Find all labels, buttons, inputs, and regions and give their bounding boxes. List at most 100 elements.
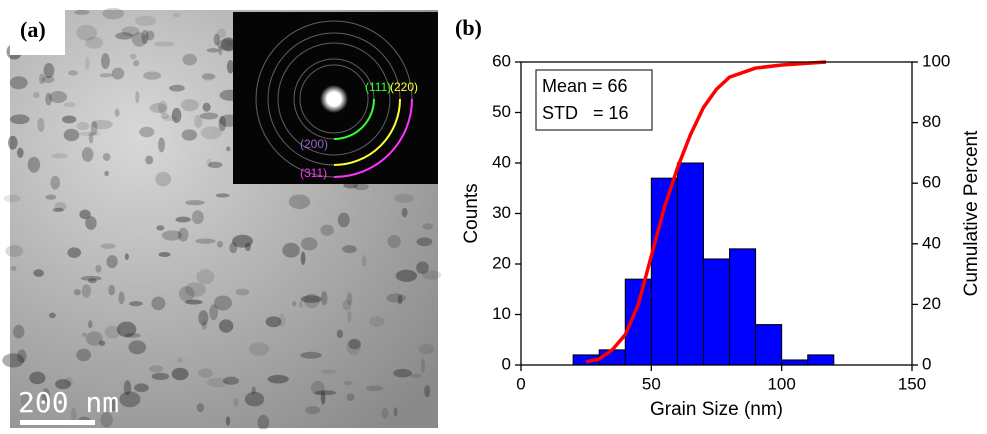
grain [418,343,434,355]
grain [218,45,223,56]
x-tick-label: 100 [767,374,795,393]
grain [244,391,265,407]
grain [171,107,182,123]
grain [88,132,94,144]
grain [200,112,219,120]
grain [346,393,355,402]
grain [104,325,121,339]
grain [160,112,169,119]
grain [225,146,231,152]
grain [213,295,233,311]
grain [158,137,165,153]
grain [88,320,93,329]
grain [202,102,211,112]
grain [310,381,325,396]
grain [397,294,403,305]
grain [288,194,311,210]
grain [216,28,226,39]
grain [50,175,61,190]
grain [185,199,205,206]
grain [320,369,337,374]
grain [100,243,116,249]
grain [63,128,80,142]
grain [45,194,57,200]
grain [305,406,321,415]
grain [422,223,434,230]
grain [73,289,81,296]
tem-image: (a) (111) (220) (200) (311) 200 nm [2,7,442,431]
grain [218,319,234,333]
grain [52,207,64,212]
grain [300,251,306,266]
grain [9,76,28,90]
grain [61,115,77,124]
grain [244,242,252,252]
label-box [10,10,65,55]
grain [267,374,289,384]
grain [48,312,56,319]
annotation: STD = 16 [542,103,629,123]
y2-tick-label: 60 [922,173,941,192]
grain [154,41,175,47]
grain [178,286,195,302]
grain [206,48,220,53]
ring-label: (220) [390,80,418,94]
annotation: Mean = 66 [542,76,628,96]
grain [124,332,141,338]
grain [172,12,181,18]
grain [343,380,353,386]
grain [128,340,147,355]
grain [220,37,236,52]
grain [2,353,25,368]
y2-tick-label: 0 [922,354,931,373]
grain [348,338,361,350]
grain [191,210,204,225]
grain [88,277,97,284]
grain [215,193,230,198]
histogram-chart: 0 50 100 1500102030405060020406080100Grain … [461,51,982,420]
grain [292,300,297,307]
grain [100,412,113,428]
grain [226,59,235,74]
scale-bar [20,420,95,425]
grain [41,76,55,84]
y-tick-label: 10 [492,304,511,323]
bar [781,359,809,366]
grain [114,108,120,118]
y2-tick-label: 40 [922,233,941,252]
grain [68,70,78,76]
grain [13,324,25,339]
grain [184,299,203,305]
cumulative-curve [585,60,827,364]
grain [39,73,45,85]
panel-label: (b) [455,15,482,40]
grain [151,296,166,311]
grain [387,234,401,249]
grain [169,84,185,92]
grain [133,60,140,67]
grain [90,120,98,136]
grain [3,194,21,203]
grain [222,376,240,385]
grain [102,152,111,161]
grain [300,237,318,251]
grain [314,390,337,396]
grain [177,357,183,363]
grain [143,71,162,80]
grain [81,147,94,162]
grain [393,407,398,417]
y-tick-label: 30 [492,203,511,222]
grain [232,234,253,248]
grain [67,247,82,258]
grain [171,367,189,381]
grain [149,365,164,373]
panel-label: (a) [20,17,46,42]
grain [365,385,384,392]
grain [85,36,104,49]
grain [33,269,45,277]
grain [336,329,344,339]
x-tick-label: 150 [898,374,926,393]
grains [2,7,442,431]
grain [124,253,129,261]
